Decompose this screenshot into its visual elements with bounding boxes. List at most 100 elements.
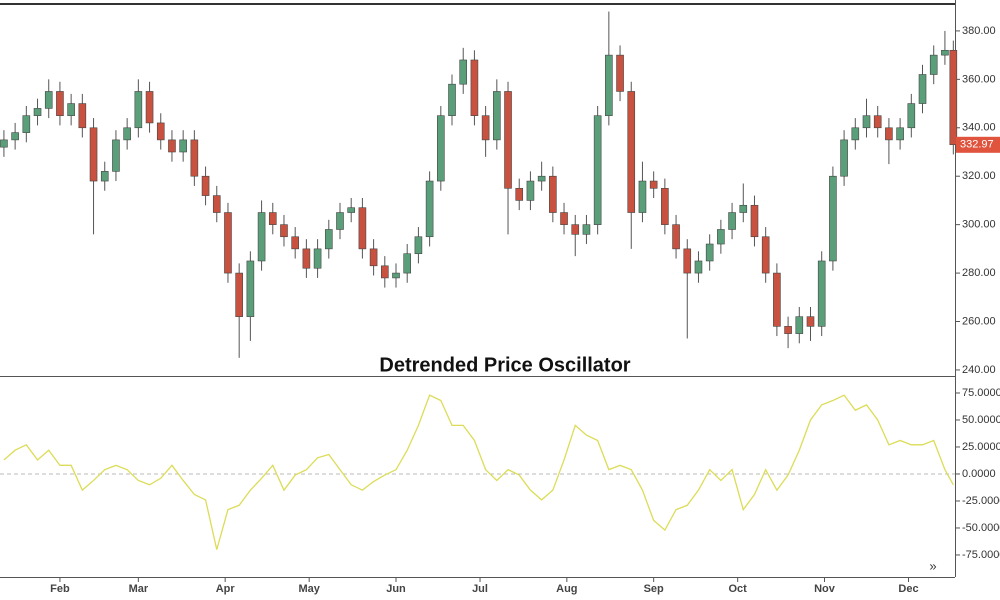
candle-body	[347, 207, 355, 213]
candle-body	[537, 175, 546, 182]
candle-body	[403, 253, 412, 274]
candle-body	[840, 139, 848, 177]
x-tick-label: Jun	[386, 583, 406, 595]
oscillator-line	[3, 394, 954, 550]
candle-body	[268, 212, 277, 225]
y-tick-label: -75.0000	[962, 549, 1000, 561]
candle-body	[873, 115, 882, 129]
candle-body	[11, 132, 19, 141]
candle-body	[851, 127, 860, 141]
candle-body	[806, 316, 815, 327]
candle-body	[817, 260, 826, 327]
candle-body	[761, 236, 770, 274]
x-tick-label: Sep	[644, 583, 664, 595]
candle-body	[291, 236, 299, 250]
x-tick-label: Aug	[556, 583, 577, 595]
candle-body	[571, 224, 580, 235]
candle-body	[145, 91, 154, 124]
scroll-button[interactable]: »	[924, 558, 942, 576]
candle-body	[649, 180, 658, 189]
candle-body	[156, 122, 165, 141]
candle-body	[134, 91, 143, 129]
candle-body	[179, 139, 187, 153]
y-tick-label: 50.0000	[962, 414, 1000, 426]
candle-body	[100, 171, 109, 182]
candle-body	[78, 103, 87, 129]
candle-body	[949, 49, 958, 146]
y-tick-label: 360.00	[962, 73, 996, 85]
scroll-button-bg[interactable]	[924, 558, 942, 576]
y-tick-label: 280.00	[962, 267, 996, 279]
x-tick-label: Dec	[898, 583, 918, 595]
y-tick-label: 300.00	[962, 219, 996, 231]
candle-body	[627, 91, 636, 213]
candle-body	[504, 91, 512, 189]
candle-body	[560, 212, 568, 225]
candle-body	[593, 115, 602, 225]
candle-body	[358, 207, 367, 250]
candle-body	[235, 272, 243, 317]
y-tick-label: 25.0000	[962, 441, 1000, 453]
y-tick-label: 320.00	[962, 170, 996, 182]
candle-body	[437, 115, 445, 182]
candle-body	[896, 127, 904, 141]
candle-body	[918, 74, 927, 104]
y-tick-label: 240.00	[962, 364, 996, 376]
candle-body	[168, 139, 176, 153]
x-tick-label: Mar	[129, 583, 149, 595]
candle-body	[123, 127, 131, 141]
candle-body	[739, 204, 748, 213]
candle-body	[526, 180, 535, 201]
candle-body	[941, 49, 949, 56]
last-price-label: 332.97	[960, 139, 994, 151]
y-tick-label: -25.0000	[962, 495, 1000, 507]
candle-body	[638, 180, 647, 213]
candle-body	[582, 224, 591, 235]
y-tick-label: 260.00	[962, 315, 996, 327]
x-tick-label: Feb	[50, 583, 70, 595]
candle-body	[616, 54, 624, 92]
candle-body	[929, 54, 938, 75]
candle-body	[381, 265, 389, 279]
candle-body	[907, 103, 916, 129]
y-tick-label: -50.0000	[962, 522, 1000, 534]
candle-body	[369, 248, 378, 267]
candle-body	[795, 316, 804, 334]
candle-body	[728, 212, 736, 230]
candle-body	[336, 212, 344, 230]
x-tick-label: Oct	[729, 583, 748, 595]
candle-body	[56, 91, 64, 116]
last-price-box	[956, 136, 1000, 153]
candle-body	[784, 326, 792, 334]
candle-body	[89, 127, 98, 182]
candle-body	[392, 272, 400, 279]
candle-body	[246, 260, 255, 317]
candle-body	[672, 224, 680, 250]
x-tick-label: Jul	[472, 583, 488, 595]
candle-body	[481, 115, 490, 141]
oscillator-title: Detrended Price Oscillator	[379, 354, 630, 376]
candle-body	[493, 91, 501, 141]
candle-body	[885, 127, 893, 141]
y-tick-label: 0.0000	[962, 468, 996, 480]
candle-body	[112, 139, 120, 172]
candle-body	[515, 188, 524, 201]
candle-body	[280, 224, 288, 238]
candle-body	[661, 188, 669, 225]
candle-body	[862, 115, 871, 129]
candle-body	[549, 175, 557, 213]
x-tick-label: Apr	[216, 583, 236, 595]
candle-body	[829, 175, 837, 262]
candle-body	[22, 115, 31, 133]
candle-body	[190, 139, 199, 177]
candle-body	[313, 248, 322, 269]
candle-body	[705, 243, 714, 262]
candle-body	[459, 59, 468, 85]
candle-body	[773, 272, 781, 327]
candle-body	[212, 195, 221, 213]
x-tick-label: May	[298, 583, 320, 595]
scroll-button-label[interactable]: »	[929, 558, 936, 573]
candle-body	[694, 260, 703, 274]
candle-body	[302, 248, 311, 269]
